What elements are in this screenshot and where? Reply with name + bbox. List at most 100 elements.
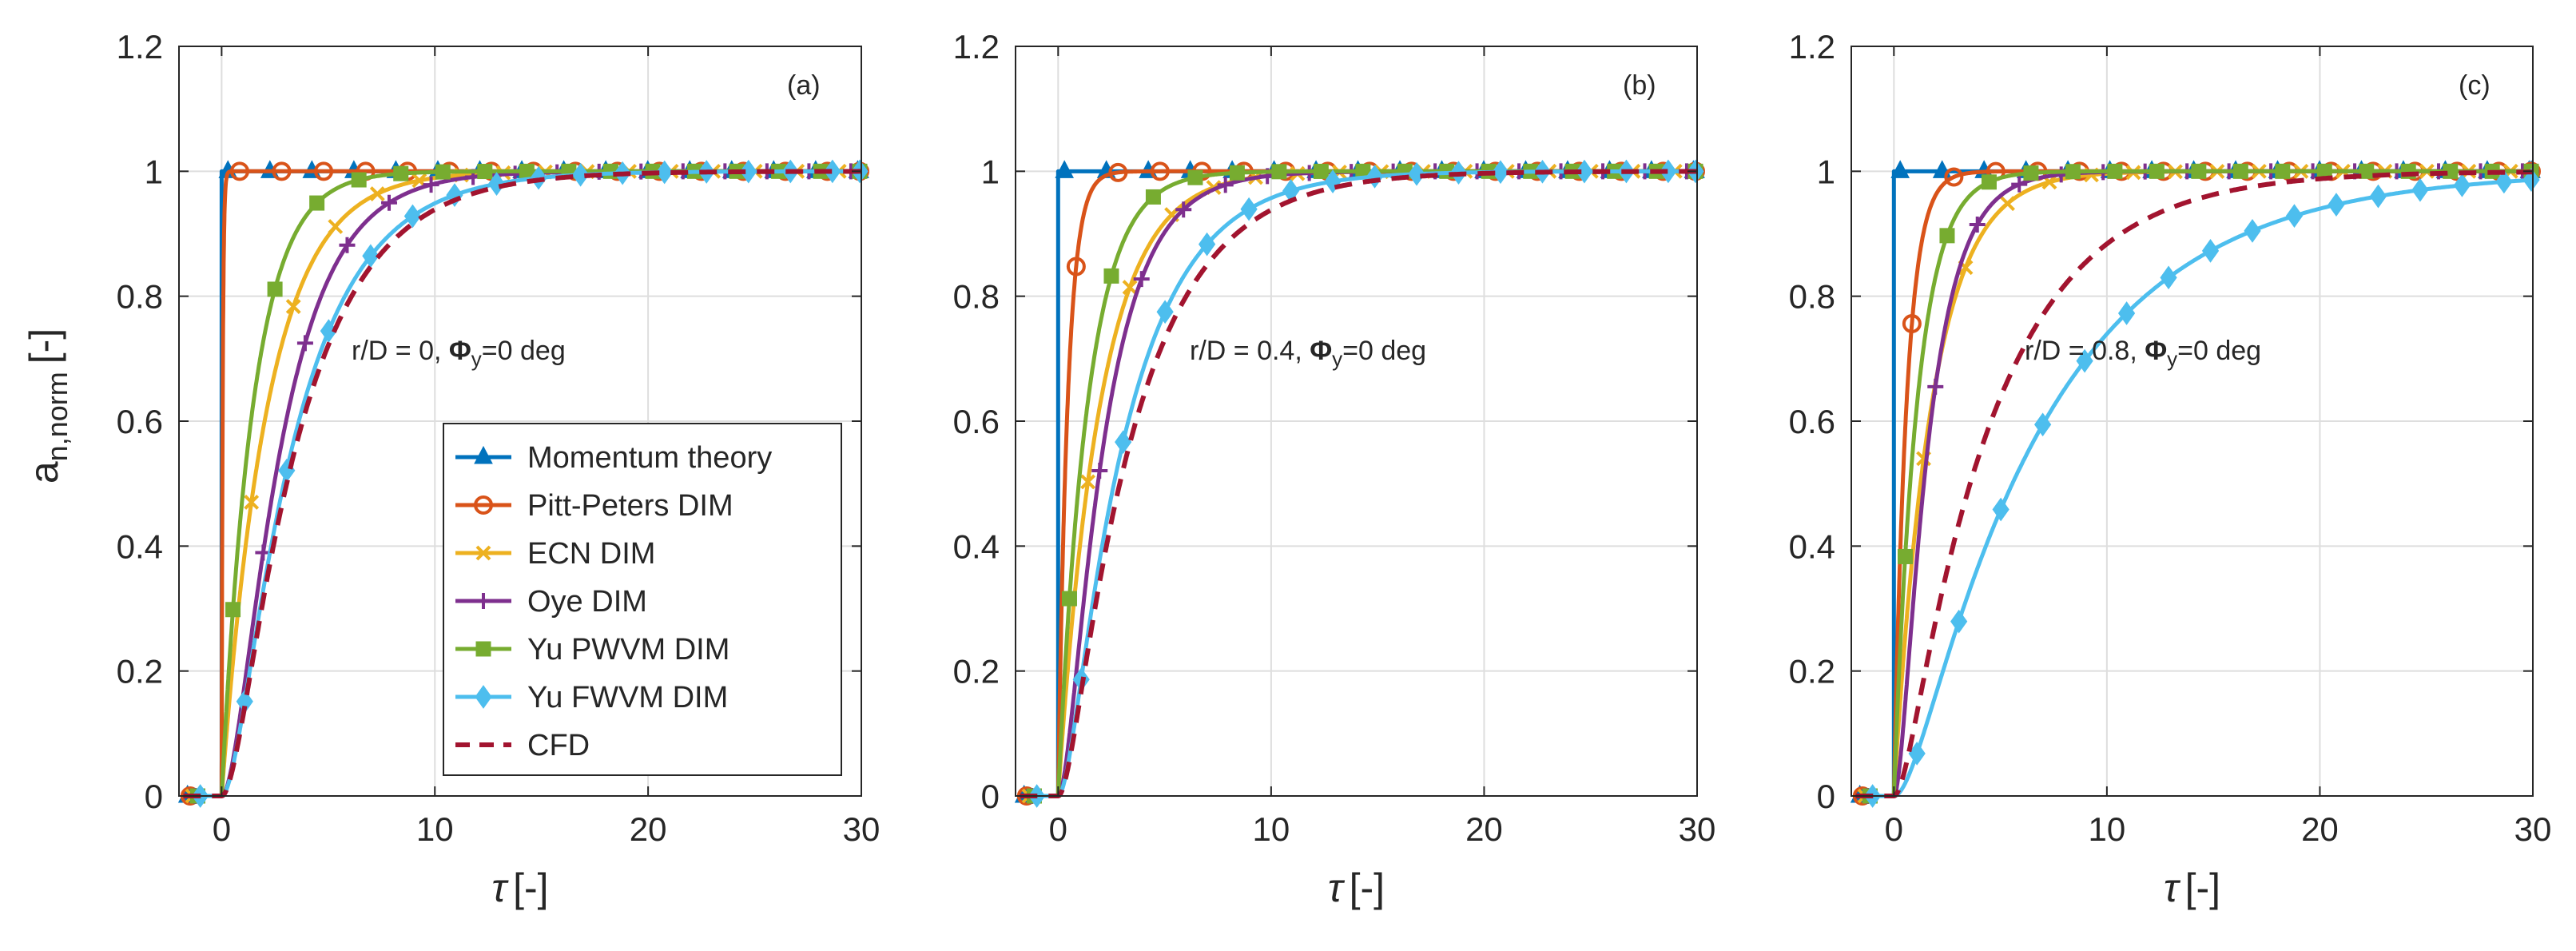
data-point [2359, 163, 2375, 179]
data-point [1408, 161, 1425, 186]
data-point [1992, 497, 2010, 522]
data-point [285, 299, 301, 314]
annotation-phi: Φ [449, 336, 471, 366]
x-tick-label: 30 [843, 810, 881, 848]
data-point [423, 177, 439, 193]
legend-marker [475, 593, 491, 609]
y-tick-label: 0.2 [1789, 653, 1835, 690]
data-point [1927, 378, 1944, 395]
x-tick-label: 10 [1253, 810, 1290, 848]
y-tick-label: 0.6 [953, 403, 1000, 440]
annotation-suffix: =0 deg [1342, 336, 1426, 366]
x-tick-label: 10 [2089, 810, 2126, 848]
data-point [2411, 177, 2429, 202]
data-point [2201, 239, 2220, 263]
data-point [571, 162, 590, 187]
annotation-suffix: =0 deg [2177, 336, 2261, 366]
y-tick-label: 1 [1817, 153, 1835, 190]
panel-b: 0 10 20 30 0 0.2 0.4 0.6 0.8 1 1.2 (b) r/D = 0.4, … [953, 28, 1716, 910]
y-tick-label: 0.4 [1789, 527, 1835, 565]
x-label-tau: τ [2164, 865, 2181, 910]
x-tick-label: 20 [1465, 810, 1503, 848]
legend-sample [455, 445, 511, 464]
data-point [2160, 265, 2177, 290]
legend-entry: ECN DIM [455, 537, 655, 571]
data-point [2369, 184, 2387, 209]
x-tick-label: 0 [213, 810, 231, 848]
data-point [2232, 163, 2248, 179]
y-tick-label: 1 [145, 153, 163, 190]
y-tick-label: 1.2 [953, 28, 1000, 66]
data-point [229, 161, 249, 181]
legend-sample [455, 685, 511, 709]
series-line-cfd [1020, 169, 1698, 798]
panel-c-axes: 0 10 20 30 0 0.2 0.4 0.6 0.8 1 1.2 [1789, 28, 2552, 848]
legend-entry: CFD [455, 729, 590, 762]
data-point [1492, 160, 1509, 185]
data-point [1950, 609, 1968, 634]
legend-entry: Yu FWVM DIM [455, 681, 728, 714]
x-tick-label: 0 [1885, 810, 1903, 848]
y-axis-label: an,norm [-] [22, 328, 74, 483]
data-point [393, 165, 409, 181]
data-point [2244, 219, 2261, 243]
panel-c-grid [1851, 46, 2534, 797]
x-tick-label: 20 [630, 810, 667, 848]
legend-entry: Yu PWVM DIM [455, 633, 729, 666]
panel-a-x-label: τ [-] [491, 865, 548, 910]
data-point [1576, 159, 1593, 184]
x-tick-label: 0 [1049, 810, 1067, 848]
data-point [1156, 300, 1174, 324]
legend-label: Yu PWVM DIM [527, 633, 729, 666]
series-fwvm [1020, 159, 1704, 808]
y-tick-label: 0.8 [953, 278, 1000, 316]
annotation-prefix: r/D = 0.8, [2025, 336, 2145, 366]
data-point [1660, 159, 1677, 184]
data-point [1175, 201, 1192, 218]
panel-b-axes: 0 10 20 30 0 0.2 0.4 0.6 0.8 1 1.2 [953, 28, 1716, 848]
data-point [1115, 430, 1132, 455]
data-point [244, 494, 260, 510]
legend-entry: Oye DIM [455, 585, 647, 619]
data-point [403, 204, 422, 229]
data-point [435, 164, 451, 180]
data-point [487, 172, 506, 196]
data-point [351, 172, 367, 188]
data-point [1217, 177, 1234, 193]
legend-marker [474, 445, 493, 464]
series-cfd [1020, 169, 1698, 798]
x-tick-label: 20 [2301, 810, 2339, 848]
panel-a-label: (a) [787, 70, 821, 101]
data-point [2107, 163, 2123, 179]
data-point [2034, 412, 2052, 437]
y-tick-label: 0.8 [117, 278, 163, 316]
panel-b-x-label: τ [-] [1328, 865, 1385, 910]
data-point [2011, 176, 2028, 193]
data-point [1897, 548, 1913, 564]
x-label-unit: [-] [513, 865, 548, 910]
legend-sample [455, 641, 511, 657]
series-cfd [183, 169, 862, 798]
data-point [1240, 197, 1258, 221]
data-point [2065, 164, 2081, 180]
panel-a-annotation: r/D = 0, Φy=0 deg [352, 336, 566, 371]
data-point [1187, 169, 1203, 185]
legend-marker [475, 545, 491, 561]
data-point [1199, 232, 1216, 257]
panel-b-annotation: r/D = 0.4, Φy=0 deg [1190, 336, 1426, 371]
series-fwvm [1855, 168, 2540, 808]
y-axis-label-unit: [-] [22, 328, 66, 364]
y-tick-label: 1.2 [117, 28, 163, 66]
annotation-phi-sub: y [471, 347, 482, 371]
y-tick-label: 0 [981, 778, 1000, 815]
data-point [1271, 164, 1287, 180]
y-axis-label-sub: n,norm [41, 372, 74, 461]
data-point [1981, 174, 1997, 190]
data-point [339, 237, 356, 253]
data-point [1108, 162, 1128, 182]
data-point [1145, 189, 1161, 205]
y-tick-label: 0.2 [953, 653, 1000, 690]
x-tick-label: 10 [416, 810, 454, 848]
data-point [2328, 193, 2345, 217]
annotation-phi-sub: y [2167, 347, 2177, 371]
